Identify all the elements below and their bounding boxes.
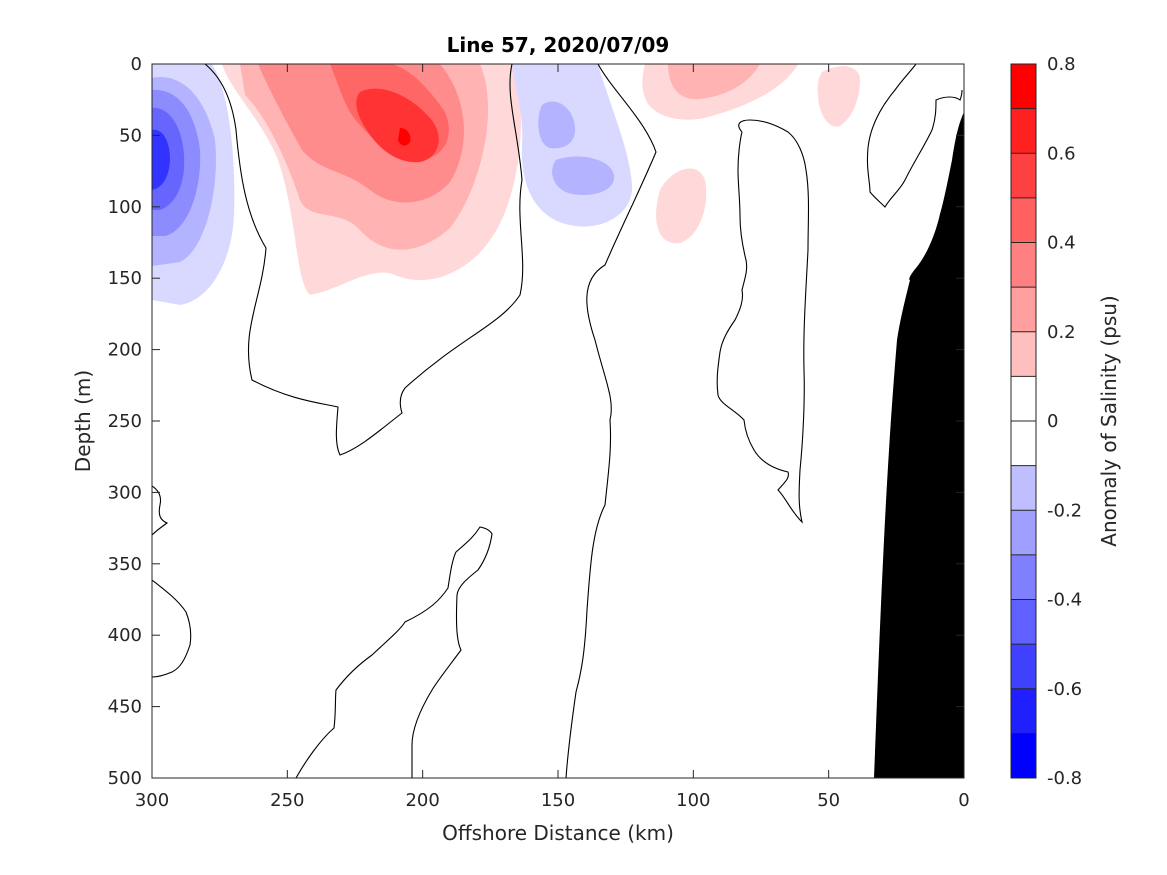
seafloor-bathymetry: [874, 112, 964, 778]
salty-anomaly-west: [222, 64, 521, 295]
colorbar-tick-label: 0.4: [1047, 233, 1076, 254]
colorbar-band: [1011, 108, 1036, 154]
y-axis-title: Depth (m): [71, 370, 95, 472]
y-tick-label: 50: [119, 125, 142, 146]
chart-title: Line 57, 2020/07/09: [447, 33, 670, 57]
colorbar-band: [1011, 197, 1036, 243]
colorbar-title: Anomaly of Salinity (psu): [1097, 295, 1121, 546]
colorbar-band: [1011, 421, 1036, 466]
colorbar-tick-label: -0.8: [1047, 768, 1082, 789]
y-tick-label: 500: [108, 768, 142, 789]
x-axis: 300 250 200 150 100 50 0: [135, 64, 970, 811]
plot-area: [152, 64, 964, 778]
fresh-anomaly-west: [152, 64, 235, 305]
y-tick-label: 250: [108, 411, 142, 432]
colorbar-band: [1011, 242, 1036, 288]
y-tick-label: 450: [108, 697, 142, 718]
colorbar-tick-label: -0.4: [1047, 590, 1082, 611]
x-tick-label: 50: [817, 790, 840, 811]
y-tick-label: 400: [108, 625, 142, 646]
colorbar-tick-label: 0.8: [1047, 54, 1076, 75]
x-tick-label: 150: [541, 790, 575, 811]
x-tick-label: 200: [405, 790, 439, 811]
y-tick-label: 350: [108, 554, 142, 575]
colorbar-tick-label: 0: [1047, 411, 1058, 432]
colorbar-band: [1011, 465, 1036, 511]
fresh-anomaly-mid: [512, 64, 633, 227]
colorbar-band: [1011, 64, 1036, 109]
colorbar-band: [1011, 554, 1036, 600]
x-tick-label: 100: [676, 790, 710, 811]
colorbar-band: [1011, 644, 1036, 689]
colorbar-tick-label: 0.6: [1047, 143, 1076, 164]
colorbar-band: [1011, 376, 1036, 421]
colorbar-tick-label: -0.2: [1047, 500, 1082, 521]
y-tick-label: 0: [131, 54, 142, 75]
x-tick-label: 0: [958, 790, 969, 811]
colorbar-band: [1011, 153, 1036, 198]
colorbar-tick-label: -0.6: [1047, 679, 1082, 700]
colorbar-band: [1011, 287, 1036, 332]
zero-contours: [152, 64, 963, 778]
colorbar-band: [1011, 331, 1036, 377]
colorbar-band: [1011, 733, 1036, 778]
colorbar-band: [1011, 510, 1036, 555]
x-tick-label: 250: [270, 790, 304, 811]
colorbar: -0.8 -0.6 -0.4 -0.2 0 0.2 0.4 0.6 0.8: [1010, 54, 1082, 789]
y-tick-label: 150: [108, 268, 142, 289]
colorbar-band: [1011, 688, 1036, 734]
y-axis: 0 50 100 150 200 250 300 350 400 450 500: [108, 54, 964, 789]
colorbar-tick-label: 0.2: [1047, 322, 1076, 343]
x-tick-label: 300: [135, 790, 169, 811]
x-axis-title: Offshore Distance (km): [442, 821, 674, 845]
y-tick-label: 100: [108, 197, 142, 218]
salty-anomaly-east: [642, 64, 860, 244]
colorbar-band: [1011, 599, 1036, 645]
y-tick-label: 200: [108, 340, 142, 361]
y-tick-label: 300: [108, 482, 142, 503]
